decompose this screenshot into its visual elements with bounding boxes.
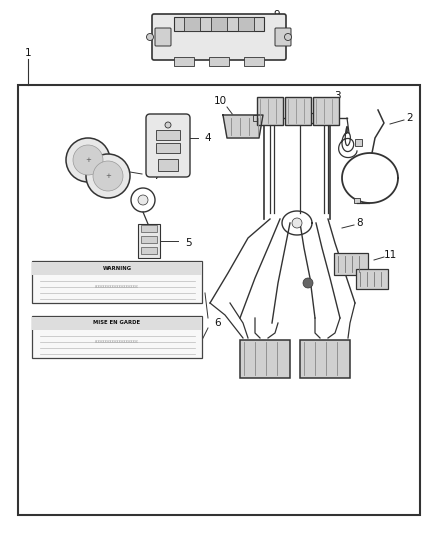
Circle shape: [138, 195, 148, 205]
Bar: [141, 236, 157, 243]
Bar: [209, 57, 229, 66]
Bar: [32, 317, 202, 330]
Bar: [174, 17, 264, 31]
Circle shape: [146, 34, 153, 41]
Bar: [354, 198, 360, 203]
Text: 10: 10: [213, 96, 226, 106]
FancyBboxPatch shape: [275, 28, 291, 46]
Circle shape: [86, 154, 130, 198]
Text: 11: 11: [383, 250, 397, 260]
Bar: [356, 269, 388, 289]
Bar: [211, 17, 227, 31]
Text: 5: 5: [185, 238, 191, 248]
Bar: [158, 159, 178, 171]
Bar: [238, 17, 254, 31]
Bar: [156, 143, 180, 153]
Text: 9: 9: [274, 10, 280, 20]
Bar: [141, 247, 157, 254]
FancyBboxPatch shape: [155, 28, 171, 46]
Bar: [355, 139, 362, 146]
Text: 6: 6: [215, 318, 221, 328]
Bar: [285, 97, 311, 125]
Bar: [156, 130, 180, 140]
Bar: [184, 17, 200, 31]
Text: +: +: [85, 157, 91, 163]
Bar: [253, 115, 259, 121]
Circle shape: [73, 145, 103, 175]
Bar: [141, 225, 157, 232]
Text: +: +: [105, 173, 111, 179]
Text: 8: 8: [357, 218, 363, 228]
Bar: [32, 261, 202, 303]
Text: 7: 7: [153, 171, 159, 181]
Circle shape: [285, 34, 292, 41]
Circle shape: [66, 138, 110, 182]
Circle shape: [292, 218, 302, 228]
Text: XXXXXXXXXXXXXXXXXXXXXXXXX: XXXXXXXXXXXXXXXXXXXXXXXXX: [95, 285, 139, 289]
Text: 4: 4: [205, 133, 211, 143]
Bar: [334, 253, 368, 275]
Bar: [300, 340, 350, 378]
Text: WARNING: WARNING: [102, 265, 131, 271]
Text: XXXXXXXXXXXXXXXXXXXXXXXXX: XXXXXXXXXXXXXXXXXXXXXXXXX: [95, 340, 139, 344]
FancyBboxPatch shape: [152, 14, 286, 60]
Circle shape: [303, 278, 313, 288]
Bar: [240, 340, 290, 378]
Bar: [313, 97, 339, 125]
Text: MISE EN GARDE: MISE EN GARDE: [93, 320, 141, 326]
FancyBboxPatch shape: [260, 123, 334, 225]
Bar: [138, 224, 160, 258]
Bar: [174, 57, 194, 66]
Text: 1: 1: [25, 48, 31, 58]
Bar: [244, 57, 264, 66]
Circle shape: [165, 122, 171, 128]
Bar: [257, 97, 283, 125]
Bar: [18, 85, 420, 515]
Circle shape: [93, 161, 123, 191]
Bar: [287, 113, 325, 123]
Bar: [32, 262, 202, 275]
Text: 2: 2: [407, 113, 413, 123]
Text: 3: 3: [334, 91, 340, 101]
Bar: [32, 316, 202, 358]
Polygon shape: [223, 115, 263, 138]
FancyBboxPatch shape: [146, 114, 190, 177]
